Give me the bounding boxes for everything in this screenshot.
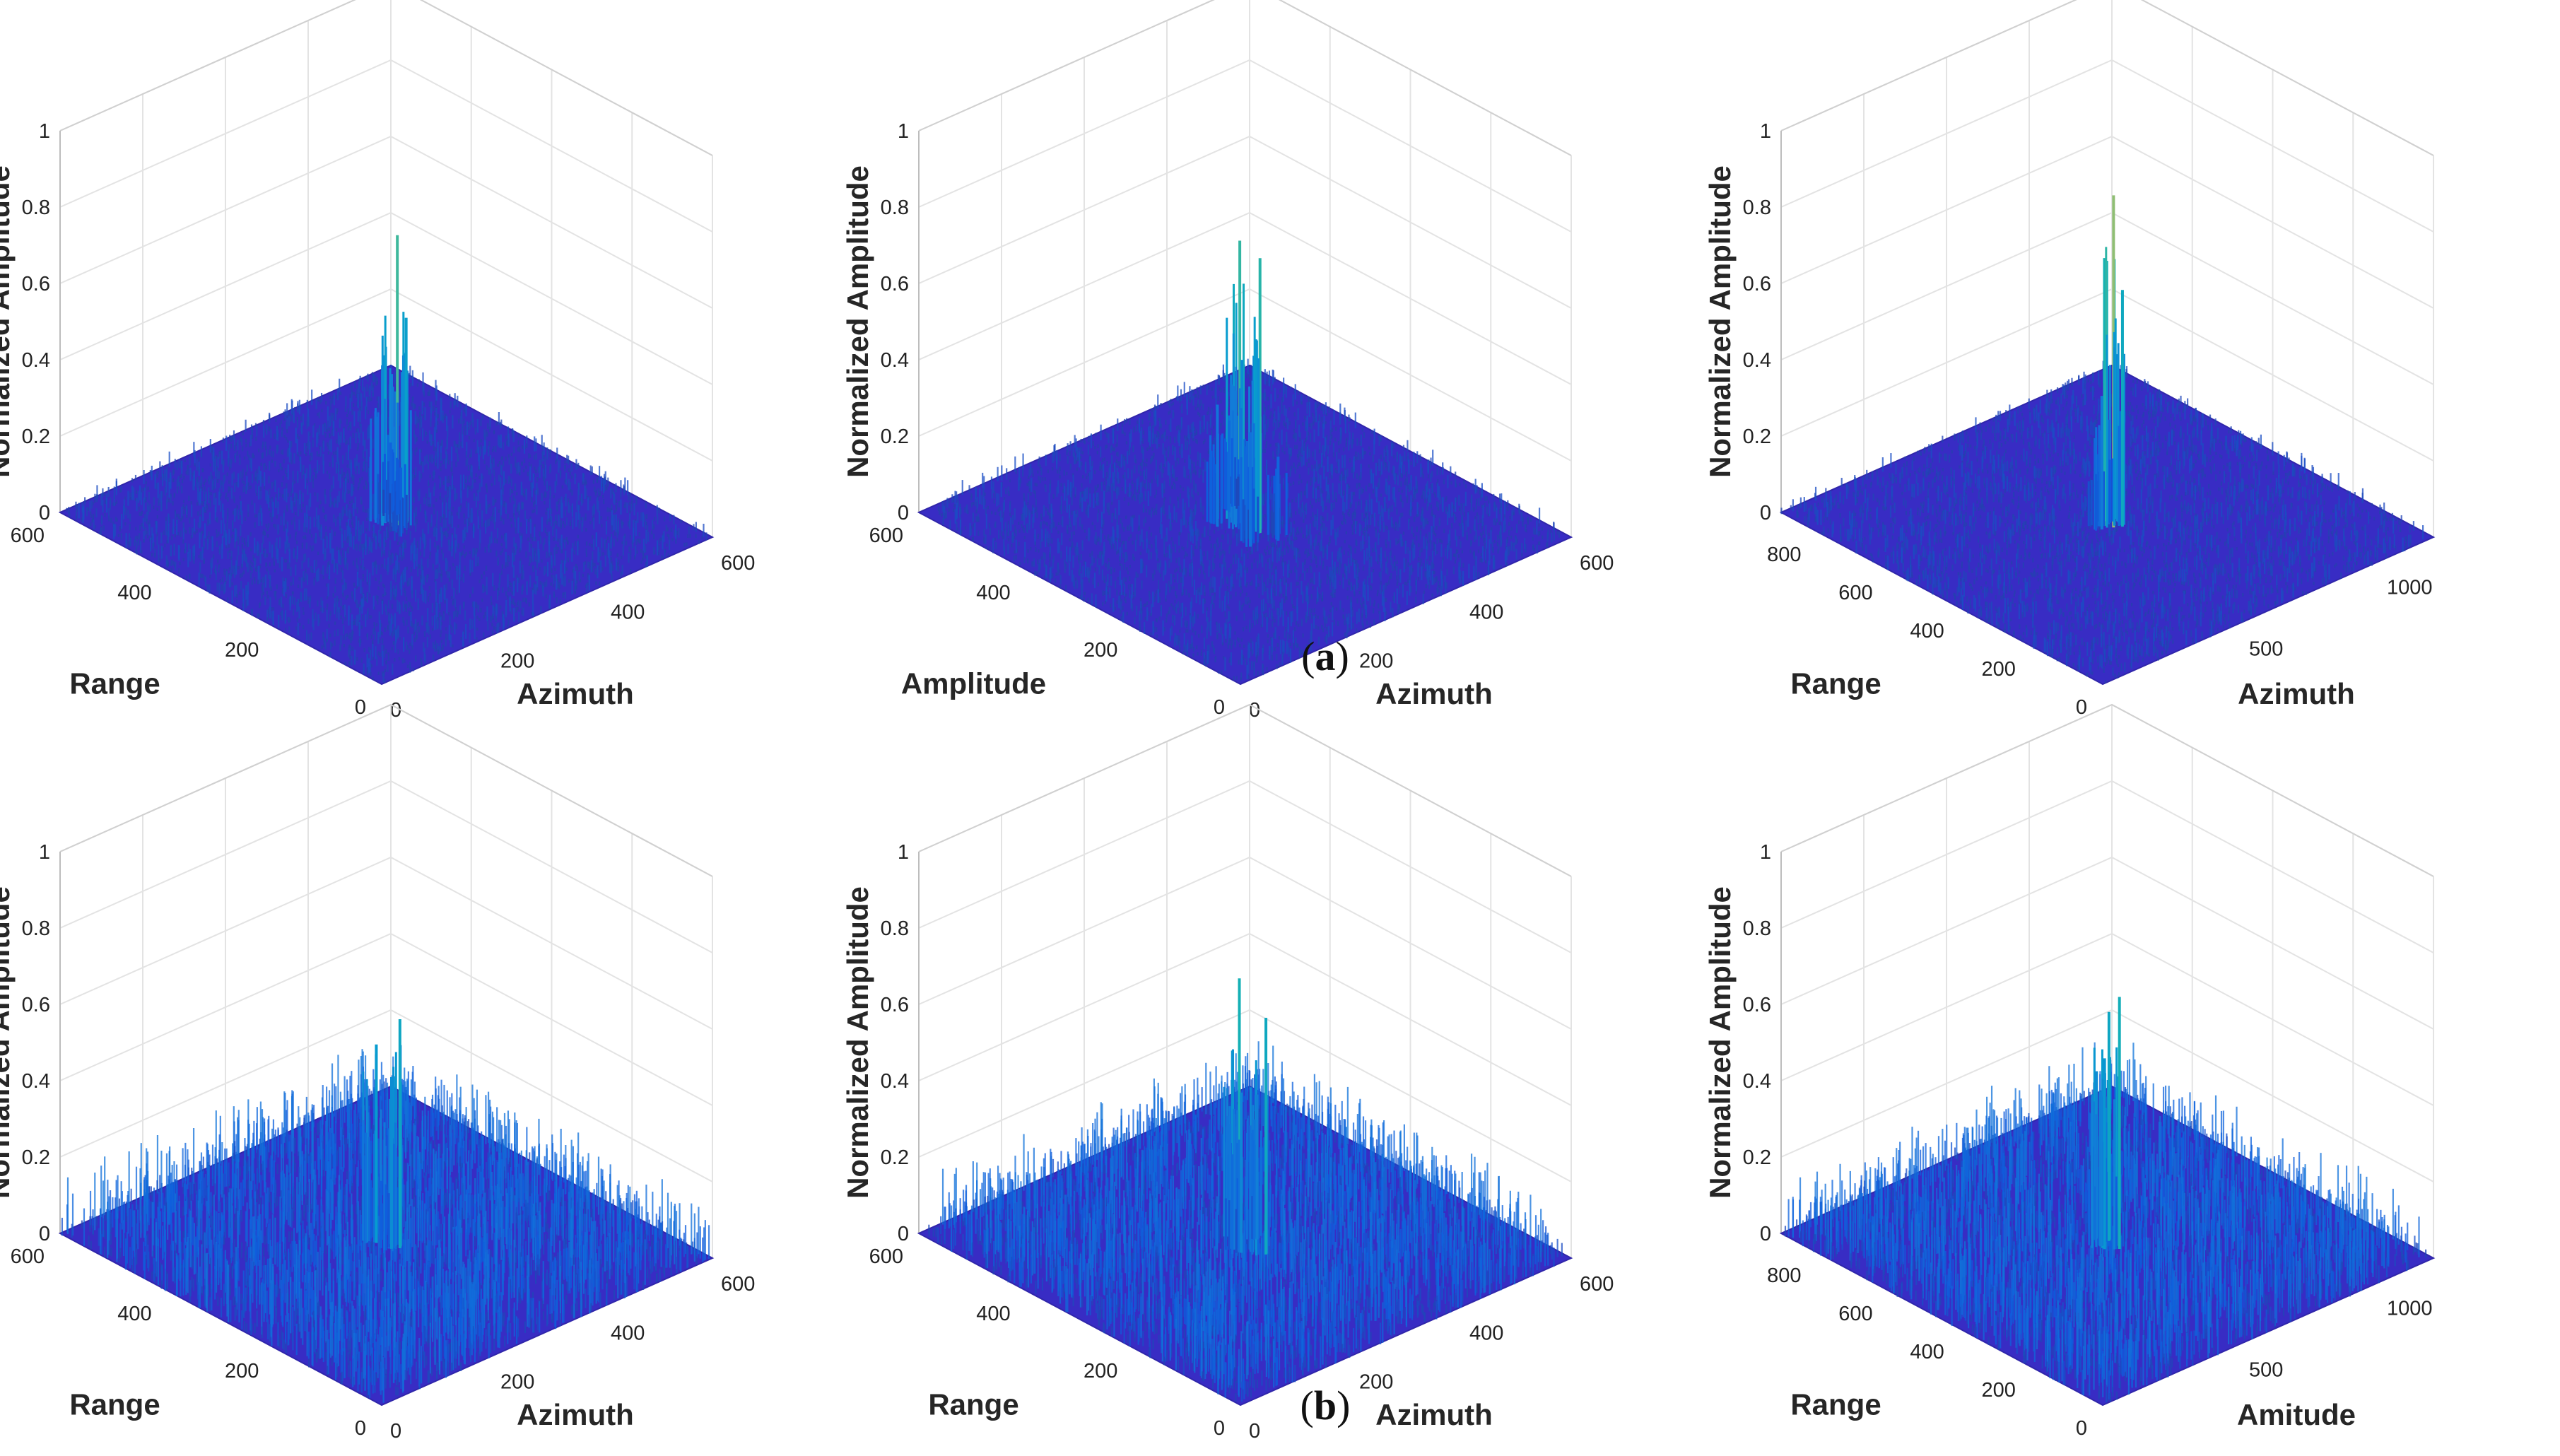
right-tick-label: 600: [721, 552, 755, 575]
z-axis-label: Normalized Amplitude: [0, 165, 16, 478]
left-axis-label: Range: [69, 667, 160, 700]
z-tick-label: 0: [39, 502, 50, 524]
left-tick-label: 600: [11, 524, 45, 547]
z-tick-label: 0.2: [22, 425, 50, 448]
left-tick-label: 200: [225, 639, 259, 662]
z-ticks: 0 0.2 0.4 0.6 0.8 1: [22, 120, 50, 524]
right-tick-label: 400: [611, 601, 645, 623]
z-tick-label: 0.4: [22, 349, 50, 372]
left-tick-label: 400: [117, 582, 151, 604]
z-tick-label: 1: [39, 120, 50, 143]
right-tick-label: 200: [500, 650, 534, 673]
z-tick-label: 0.8: [22, 196, 50, 219]
right-tick-label: 0: [390, 699, 401, 722]
z-tick-label: 0.6: [22, 273, 50, 295]
right-axis-label: Azimuth: [517, 677, 634, 710]
left-tick-label: 0: [355, 696, 366, 719]
